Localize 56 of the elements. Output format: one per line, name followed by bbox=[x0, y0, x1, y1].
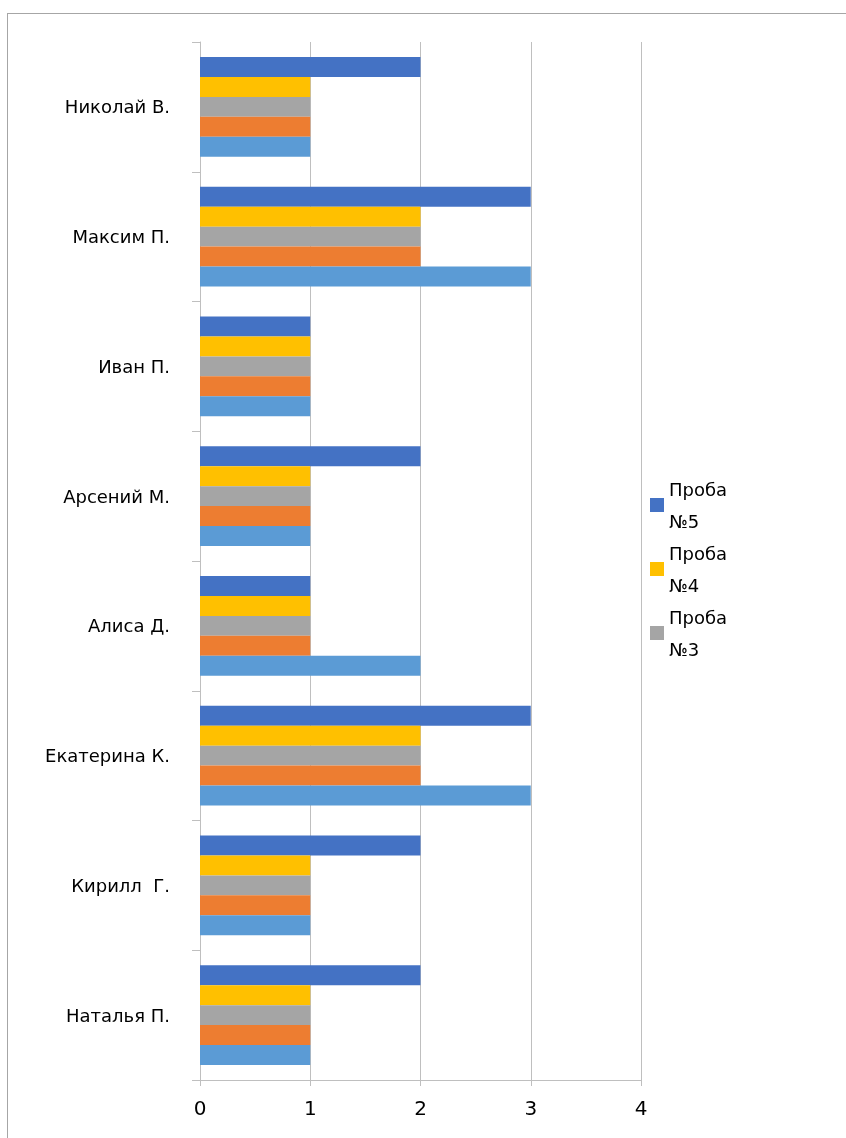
bar bbox=[200, 266, 531, 287]
y-tick-label: Кирилл Г. bbox=[71, 874, 170, 896]
bar bbox=[200, 655, 421, 676]
bar bbox=[200, 875, 311, 896]
y-tick-label: Николай В. bbox=[64, 96, 170, 118]
bar bbox=[200, 575, 311, 596]
legend-label: Проба №4 bbox=[669, 542, 728, 596]
y-tick-label: Алиса Д. bbox=[88, 615, 170, 637]
bar bbox=[200, 186, 531, 207]
bar bbox=[200, 466, 311, 487]
bar bbox=[200, 965, 421, 986]
x-tick-label: 3 bbox=[524, 1096, 538, 1120]
bar bbox=[200, 136, 311, 157]
bar bbox=[200, 246, 421, 267]
bar bbox=[200, 705, 531, 726]
bar bbox=[200, 356, 311, 377]
bar bbox=[200, 725, 421, 746]
bar bbox=[200, 96, 311, 117]
bar bbox=[200, 56, 421, 77]
bar bbox=[200, 506, 311, 527]
bar bbox=[200, 1005, 311, 1026]
bar bbox=[200, 486, 311, 507]
x-tick-label: 1 bbox=[303, 1096, 317, 1120]
bar bbox=[200, 635, 311, 656]
x-tick-label: 4 bbox=[634, 1096, 648, 1120]
bar bbox=[200, 895, 311, 916]
bar bbox=[200, 1045, 311, 1066]
bar bbox=[200, 396, 311, 417]
legend-label: Проба №5 bbox=[669, 478, 728, 532]
bar bbox=[200, 765, 421, 786]
bar bbox=[200, 446, 421, 467]
bar bbox=[200, 615, 311, 636]
x-tick-label: 0 bbox=[193, 1096, 207, 1120]
y-tick-label: Наталья П. bbox=[65, 1004, 170, 1026]
bar bbox=[200, 915, 311, 936]
bar bbox=[200, 226, 421, 247]
bar bbox=[200, 526, 311, 547]
bar bbox=[200, 376, 311, 397]
bar bbox=[200, 835, 421, 856]
y-tick-label: Иван П. bbox=[98, 355, 170, 377]
bar bbox=[200, 985, 311, 1006]
y-tick-label: Арсений М. bbox=[63, 485, 170, 507]
bar bbox=[200, 76, 311, 97]
bar bbox=[200, 116, 311, 137]
bar bbox=[200, 316, 311, 337]
x-tick-label: 2 bbox=[414, 1096, 427, 1120]
bar bbox=[200, 595, 311, 616]
bar bbox=[200, 785, 531, 806]
y-tick-label: Екатерина К. bbox=[45, 745, 170, 767]
bar bbox=[200, 1025, 311, 1046]
legend-label: Проба №3 bbox=[669, 606, 728, 660]
bar bbox=[200, 855, 311, 876]
bar bbox=[200, 745, 421, 766]
bar bbox=[200, 336, 311, 357]
bar bbox=[200, 206, 421, 227]
y-tick-label: Максим П. bbox=[72, 226, 170, 248]
